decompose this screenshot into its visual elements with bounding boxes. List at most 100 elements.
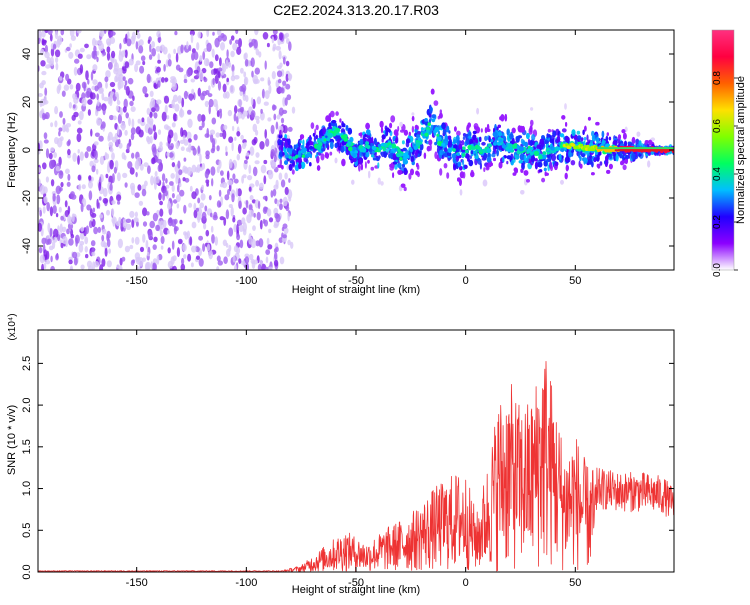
- spectrogram-x-axis: -150 -100 -50 0 50: [126, 30, 581, 287]
- spectrogram-ridge-mark: [581, 153, 586, 158]
- spectrogram-noise-mark: [40, 60, 46, 67]
- spectrogram-noise-mark: [121, 50, 126, 58]
- spectrogram-noise-mark: [272, 105, 277, 110]
- spectrogram-noise-mark: [231, 125, 235, 132]
- spectrogram-noise-mark: [160, 235, 165, 245]
- spectrogram-noise-mark: [230, 75, 236, 82]
- spectrogram-ridge-mark: [506, 128, 510, 136]
- spectrogram-noise-mark: [111, 50, 116, 59]
- spectrogram-noise-mark: [272, 30, 278, 35]
- spectrogram-noise-mark: [101, 258, 106, 267]
- spectrogram-noise-mark: [102, 187, 108, 197]
- spectrogram-noise-mark: [236, 233, 241, 241]
- spectrogram-ridge-mark: [315, 134, 318, 140]
- spectrogram-noise-mark: [197, 31, 202, 39]
- spectrogram-noise-mark: [273, 184, 279, 190]
- spectrogram-noise-mark: [144, 262, 150, 270]
- spectrogram-ridge-mark: [538, 169, 543, 173]
- spectrogram-core-mark: [436, 133, 440, 137]
- spectrogram-core-mark: [409, 148, 414, 153]
- spectrogram-noise-mark: [265, 249, 271, 256]
- spectrogram-noise-mark: [233, 223, 238, 233]
- spectrogram-noise-mark: [117, 125, 120, 136]
- spectrogram-noise-mark: [135, 41, 139, 50]
- spectrogram-noise-mark: [47, 238, 52, 245]
- spectrogram-noise-mark: [129, 244, 134, 250]
- spectrogram-noise-mark: [98, 42, 104, 51]
- spectrogram-core-mark: [546, 151, 550, 155]
- spectrogram-noise-mark: [93, 45, 97, 53]
- spectrogram-noise-mark: [161, 111, 167, 122]
- spectrogram-ridge-mark: [519, 153, 525, 161]
- colorbar-ticks: 0.0 0.2 0.4 0.6 0.8: [712, 71, 738, 277]
- spectrogram-noise-mark: [225, 91, 230, 99]
- spectrogram-noise-mark: [249, 42, 252, 48]
- spectrogram-noise-mark: [229, 39, 233, 45]
- spectrogram-core-mark: [365, 141, 370, 146]
- spectrogram-noise-mark: [190, 262, 194, 268]
- snr-panel: -150 -100 -50 0 50 0.0 0.5 1.0 1.5 2.0 2.5 Height…: [6, 313, 675, 596]
- spectrogram-ridge-mark: [531, 134, 536, 141]
- spectrogram-noise-mark: [41, 263, 45, 270]
- spectrogram-noise-mark: [186, 166, 193, 176]
- spectrogram-ridge-mark: [529, 140, 534, 146]
- spectrogram-noise-mark: [41, 70, 47, 76]
- spectrogram-noise-mark: [198, 258, 204, 267]
- spectrogram-noise-mark: [210, 225, 214, 233]
- spectrogram-noise-mark: [48, 152, 53, 160]
- spectrogram-noise-mark: [259, 182, 264, 190]
- spectrogram-ridge-mark: [288, 148, 293, 155]
- spectrogram-noise-mark: [266, 42, 270, 48]
- spectrogram-ridge-mark: [414, 128, 418, 134]
- spectrogram-noise-mark: [247, 175, 253, 181]
- spectrogram-noise-mark: [60, 30, 65, 36]
- spectrogram-noise-mark: [170, 143, 174, 149]
- spectrogram-noise-mark: [225, 59, 229, 70]
- spectrogram-noise-mark: [270, 159, 276, 167]
- spectrogram-ridge-mark: [456, 130, 461, 136]
- spectrogram-ridge-mark: [497, 124, 501, 128]
- spectrogram-noise-mark: [111, 173, 115, 184]
- spectrogram-noise-mark: [135, 221, 139, 227]
- spectrogram-noise-mark: [67, 205, 71, 215]
- spectrogram-noise-mark: [208, 195, 212, 201]
- spectrogram-noise-mark: [204, 133, 210, 139]
- spectrogram-core-mark: [413, 145, 418, 150]
- spectrogram-noise-mark: [146, 107, 151, 115]
- spectrogram-ridge-mark: [320, 153, 325, 161]
- spectrogram-noise-mark: [60, 215, 64, 221]
- spectrogram-noise-mark: [39, 209, 42, 217]
- spectrogram-ridge-mark: [476, 107, 479, 115]
- spectrogram-noise-mark: [254, 160, 260, 165]
- spectrogram-ridge-mark: [647, 160, 651, 168]
- spectrogram-ridge-mark: [617, 134, 622, 140]
- spectrogram-noise-mark: [204, 205, 208, 212]
- spectrogram-noise-mark: [228, 136, 234, 143]
- spectrogram-noise-mark: [264, 60, 267, 70]
- spectrogram-noise-mark: [122, 76, 126, 82]
- spectrogram-noise-mark: [114, 122, 118, 130]
- spectrogram-noise-mark: [227, 109, 233, 117]
- spectrogram-noise-mark: [58, 83, 62, 91]
- spectrogram-noise-mark: [285, 73, 289, 82]
- spectrogram-noise-mark: [217, 67, 223, 72]
- spectrogram-noise-mark: [89, 160, 94, 167]
- spectrogram-noise-mark: [206, 182, 210, 187]
- spectrogram-ridge-mark: [498, 131, 503, 137]
- spectrogram-core-mark: [529, 146, 533, 151]
- spectrogram-ridge-mark: [624, 155, 630, 160]
- spectrogram-noise-mark: [238, 200, 242, 209]
- spectrogram-ridge-mark: [530, 155, 536, 163]
- spectrogram-noise-mark: [255, 152, 260, 158]
- spectrogram-noise-mark: [167, 217, 174, 227]
- spectrogram-noise-mark: [282, 196, 288, 207]
- spectrogram-ridge-mark: [366, 129, 371, 135]
- spectrogram-ridge-mark: [346, 151, 349, 155]
- spectrogram-core-mark: [394, 148, 398, 152]
- spectrogram-ridge-mark: [549, 138, 553, 144]
- spectrogram-noise-mark: [173, 48, 177, 54]
- spectrogram-noise-mark: [98, 181, 102, 191]
- spectrogram-ridge-mark: [392, 172, 395, 179]
- spectrogram-core-mark: [486, 148, 492, 154]
- spectrogram-noise-mark: [232, 173, 236, 180]
